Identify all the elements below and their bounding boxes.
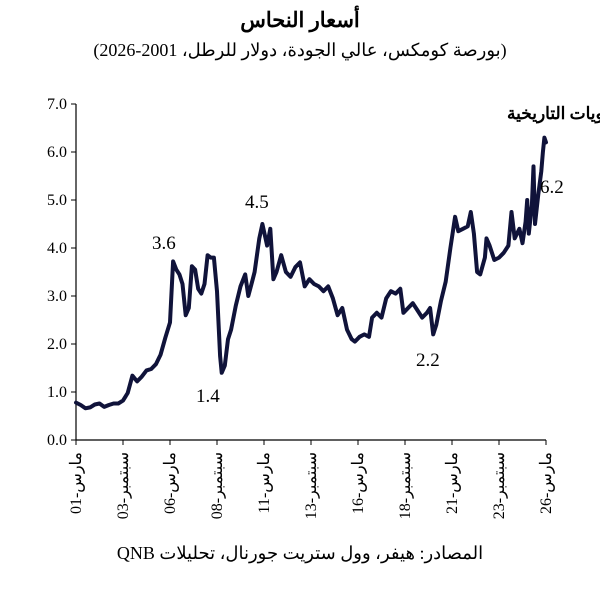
y-tick-label: 3.0 — [47, 288, 67, 305]
chart-source: المصادر: هيفر، وول ستريت جورنال، تحليلات… — [116, 543, 484, 563]
y-axis-ticks: 7.0 6.0 5.0 4.0 3.0 2.0 1.0 0.0 — [47, 96, 76, 449]
y-tick-label: 7.0 — [47, 96, 67, 113]
x-tick-label: سبتمبر-23 — [491, 452, 508, 519]
y-tick-label: 6.0 — [47, 144, 67, 161]
x-tick-label: مارس-16 — [350, 452, 367, 514]
x-tick-label: سبتمبر-13 — [303, 452, 320, 519]
x-tick-label: مارس-06 — [162, 452, 179, 514]
y-tick-label: 5.0 — [47, 192, 67, 209]
x-tick-label: سبتمبر-18 — [397, 452, 414, 519]
x-tick-label: سبتمبر-08 — [209, 452, 226, 519]
x-tick-label: مارس-26 — [538, 452, 555, 514]
copper-price-line — [74, 135, 548, 411]
x-tick-label: سبتمبر-03 — [115, 452, 132, 519]
y-tick-label: 1.0 — [47, 384, 67, 401]
annotation-peak-2011: 4.5 — [245, 192, 269, 213]
y-tick-label: 2.0 — [47, 336, 67, 353]
annotation-record-high: أعلى المستويات التاريخية — [507, 101, 600, 124]
x-axis-ticks: مارس-01 سبتمبر-03 مارس-06 سبتمبر-08 مارس-11 س… — [68, 440, 555, 519]
chart-subtitle: (بورصة كومكس، عالي الجودة، دولار للرطل، … — [93, 40, 507, 60]
annotation-latest-2026: 6.2 — [540, 177, 564, 198]
x-tick-label: مارس-21 — [444, 452, 461, 514]
annotation-trough-2020: 2.2 — [416, 350, 440, 371]
y-tick-label: 4.0 — [47, 240, 67, 257]
x-tick-label: مارس-11 — [256, 452, 273, 513]
annotation-trough-2008: 1.4 — [196, 386, 220, 407]
x-tick-label: مارس-01 — [68, 452, 85, 514]
y-tick-label: 0.0 — [47, 432, 67, 449]
chart-annotations: 3.6 1.4 4.5 2.2 6.2 أعلى المستويات التار… — [152, 101, 600, 407]
annotation-peak-2006: 3.6 — [152, 233, 176, 254]
chart-title: أسعار النحاس — [240, 8, 360, 32]
